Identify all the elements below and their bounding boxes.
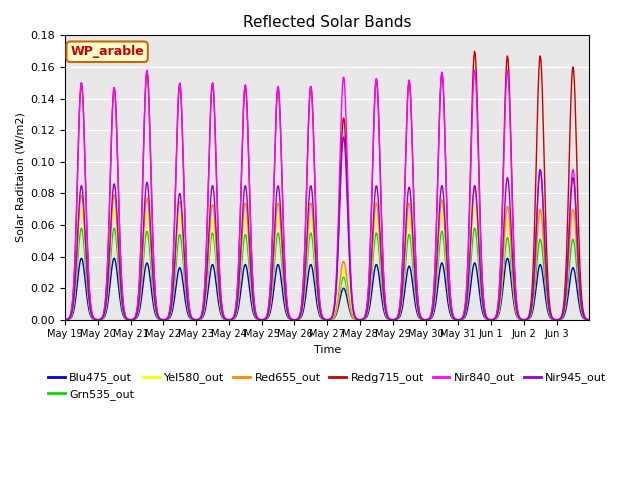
Line: Nir945_out: Nir945_out: [65, 137, 589, 320]
Line: Nir840_out: Nir840_out: [65, 70, 589, 320]
Nir945_out: [339, 134, 347, 140]
Redg715_out: [219, 310, 227, 316]
Nir840_out: [246, 189, 253, 194]
Redg715_out: [381, 295, 389, 301]
Yel580_out: [123, 316, 131, 322]
Legend: Blu475_out, Grn535_out, Yel580_out, Red655_out, Redg715_out, Nir840_out, Nir945_: Blu475_out, Grn535_out, Yel580_out, Red6…: [44, 368, 611, 404]
Redg715_out: [470, 48, 478, 54]
Red655_out: [265, 310, 273, 315]
Redg715_out: [245, 165, 253, 171]
Nir840_out: [61, 317, 69, 323]
Nir840_out: [412, 240, 419, 245]
Blu475_out: [124, 317, 131, 323]
Yel580_out: [381, 308, 389, 313]
Grn535_out: [246, 270, 253, 276]
Blu475_out: [220, 316, 227, 322]
Nir945_out: [382, 309, 390, 314]
Grn535_out: [77, 225, 85, 231]
Nir945_out: [412, 274, 419, 280]
Blu475_out: [77, 255, 85, 261]
Nir840_out: [143, 67, 151, 73]
Redg715_out: [123, 315, 131, 321]
Redg715_out: [61, 317, 69, 323]
Yel580_out: [265, 311, 273, 316]
Grn535_out: [412, 289, 419, 295]
Yel580_out: [470, 203, 478, 209]
Nir945_out: [219, 313, 227, 319]
Line: Blu475_out: Blu475_out: [65, 258, 589, 320]
Red655_out: [61, 317, 69, 323]
Grn535_out: [61, 317, 69, 323]
Line: Red655_out: Red655_out: [65, 189, 589, 320]
Nir945_out: [265, 309, 273, 314]
Red655_out: [586, 317, 593, 323]
Yel580_out: [410, 275, 418, 280]
Line: Redg715_out: Redg715_out: [65, 51, 589, 320]
Nir945_out: [123, 316, 131, 322]
Blu475_out: [382, 313, 390, 319]
Grn535_out: [586, 317, 593, 323]
Blu475_out: [412, 300, 419, 305]
Line: Grn535_out: Grn535_out: [65, 228, 589, 320]
Y-axis label: Solar Raditaion (W/m2): Solar Raditaion (W/m2): [15, 113, 25, 242]
Red655_out: [410, 269, 418, 275]
Yel580_out: [219, 314, 227, 320]
Yel580_out: [245, 250, 253, 256]
Red655_out: [470, 186, 478, 192]
Red655_out: [245, 241, 253, 247]
Redg715_out: [410, 218, 418, 224]
Blu475_out: [586, 317, 593, 323]
Yel580_out: [586, 317, 593, 323]
Nir840_out: [382, 302, 390, 308]
Nir840_out: [123, 315, 131, 321]
Nir945_out: [61, 317, 69, 323]
Grn535_out: [382, 312, 390, 317]
Red655_out: [219, 313, 227, 319]
Nir840_out: [586, 317, 593, 323]
Grn535_out: [266, 309, 273, 315]
Nir840_out: [220, 312, 227, 318]
Title: Reflected Solar Bands: Reflected Solar Bands: [243, 15, 412, 30]
X-axis label: Time: Time: [314, 345, 341, 355]
Red655_out: [123, 316, 131, 322]
Grn535_out: [220, 315, 227, 321]
Redg715_out: [265, 302, 273, 308]
Nir945_out: [586, 317, 593, 323]
Text: WP_arable: WP_arable: [70, 45, 144, 58]
Blu475_out: [266, 312, 273, 318]
Redg715_out: [586, 317, 593, 323]
Nir945_out: [245, 229, 253, 235]
Nir840_out: [266, 296, 273, 301]
Yel580_out: [61, 317, 69, 323]
Blu475_out: [246, 287, 253, 292]
Line: Yel580_out: Yel580_out: [65, 206, 589, 320]
Blu475_out: [61, 317, 69, 323]
Red655_out: [381, 306, 389, 312]
Grn535_out: [124, 316, 131, 322]
